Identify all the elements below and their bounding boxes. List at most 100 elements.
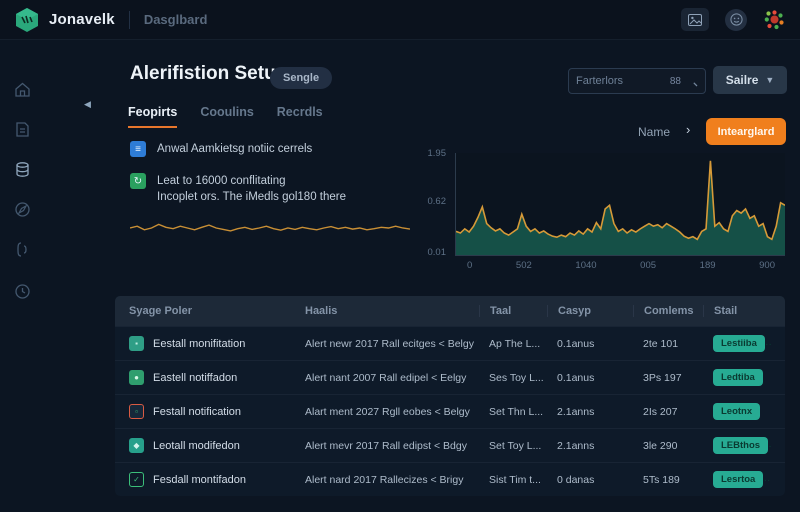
refresh-icon: ↻ xyxy=(130,173,146,189)
status-badge: Ledtiba xyxy=(713,369,763,386)
row-type-icon: ◆ xyxy=(129,438,144,453)
row-description: Alert newr 2017 Rall ecitges < Belgy xyxy=(305,337,474,350)
sidebar-collapse-arrow[interactable]: ◀ xyxy=(84,99,91,109)
document-icon[interactable] xyxy=(13,120,32,139)
compass-icon[interactable] xyxy=(13,200,32,219)
status-badge: Lestiiba xyxy=(713,335,765,352)
row-description: Alert nard 2017 Rallecizes < Brigy xyxy=(305,473,464,486)
row-name: Festall notification xyxy=(153,405,242,418)
row-comlems: 5Ts 189 xyxy=(643,473,680,486)
search-input[interactable] xyxy=(576,75,670,87)
main-chart xyxy=(455,153,785,256)
nav-dashboard[interactable]: Dasglbard xyxy=(143,12,208,27)
row-type-icon: ● xyxy=(129,370,144,385)
status-badge: Lesrtoa xyxy=(713,471,764,488)
image-icon xyxy=(688,13,702,26)
col-header[interactable]: Casyp xyxy=(547,305,643,317)
info-item: ↻ Leat to 16000 conflitating Incoplet or… xyxy=(130,173,346,205)
row-comlems: 3le 290 xyxy=(643,439,678,452)
page-title: Alerifistion Setuy xyxy=(130,63,287,84)
row-description: Alart ment 2027 Rgll eobes < Belgy xyxy=(305,405,470,418)
table-header: Syage Poler Haalis Taal Casyp Comlems St… xyxy=(115,296,785,326)
table-row[interactable]: ▪ Eestall monifitation Alert newr 2017 R… xyxy=(115,326,785,360)
x-axis: 0 502 1040 005 189 900 xyxy=(455,260,785,271)
x-tick: 189 xyxy=(699,260,716,271)
y-tick: 0.01 xyxy=(427,247,447,258)
tab-cooulins[interactable]: Cooulins xyxy=(200,105,254,119)
chevron-down-icon: ▼ xyxy=(765,75,775,85)
x-tick: 502 xyxy=(515,260,532,271)
search-shortcut: 88 xyxy=(669,75,681,87)
col-header[interactable]: Haalis xyxy=(305,305,338,317)
sort-dropdown[interactable]: Sailre ▼ xyxy=(713,66,787,94)
row-taal: Set Toy L... xyxy=(489,439,542,452)
table-row[interactable]: ◆ Leotall modifedon Alert mevr 2017 Rall… xyxy=(115,428,785,462)
info-text: Leat to 16000 conflitating Incoplet ors.… xyxy=(157,175,347,203)
row-description: Alert nant 2007 Rall edipel < Eelgy xyxy=(305,371,467,384)
alerts-table: Syage Poler Haalis Taal Casyp Comlems St… xyxy=(115,296,785,496)
table-row[interactable]: ● Eastell notiffadon Alert nant 2007 Ral… xyxy=(115,360,785,394)
x-tick: 0 xyxy=(467,260,473,271)
database-icon[interactable] xyxy=(13,160,32,179)
title-badge: Sengle xyxy=(270,67,333,89)
row-comlems: 3Ps 197 xyxy=(643,371,682,384)
chevron-right-icon[interactable]: › xyxy=(686,122,691,137)
row-casyp: 0 danas xyxy=(557,473,595,486)
x-tick: 900 xyxy=(759,260,775,271)
search-box[interactable]: 88 xyxy=(568,68,706,94)
tab-recrdls[interactable]: Recrdls xyxy=(276,105,323,119)
bell-icon: ≡ xyxy=(130,141,146,157)
row-name: Leotall modifedon xyxy=(153,439,240,452)
info-text: Anwal Aamkietsg notiic cerrels xyxy=(157,143,313,155)
row-taal: Sist Tim t... xyxy=(489,473,541,486)
y-tick: 1.95 xyxy=(427,148,447,159)
home-icon[interactable] xyxy=(13,80,32,99)
tab-feopirts[interactable]: Feopirts xyxy=(128,105,178,128)
brand-name: Jonavelk xyxy=(49,11,115,28)
sidebar xyxy=(0,40,46,512)
col-header[interactable]: Stail xyxy=(703,305,771,317)
sparkline-chart xyxy=(130,223,410,232)
dropdown-label: Sailre xyxy=(725,73,759,87)
info-item: ≡ Anwal Aamkietsg notiic cerrels xyxy=(130,141,312,157)
table-body: ▪ Eestall monifitation Alert newr 2017 R… xyxy=(115,326,785,496)
row-casyp: 2.1anns xyxy=(557,439,595,452)
row-taal: Ap The L... xyxy=(489,337,541,350)
media-button[interactable] xyxy=(681,8,709,31)
row-taal: Ses Toy L... xyxy=(489,371,544,384)
status-badge: LEBthos xyxy=(713,437,769,454)
row-type-icon: ✓ xyxy=(129,472,144,487)
row-type-icon: ▫ xyxy=(129,404,144,419)
row-type-icon: ▪ xyxy=(129,336,144,351)
row-comlems: 2te 101 xyxy=(643,337,679,350)
row-name: Fesdall montifadon xyxy=(153,473,246,486)
profile-avatar[interactable] xyxy=(763,8,786,31)
user-icon xyxy=(729,13,743,26)
table-row[interactable]: ✓ Fesdall montifadon Alert nard 2017 Ral… xyxy=(115,462,785,496)
brackets-icon[interactable] xyxy=(13,240,32,259)
top-bar: Jonavelk Dasglbard xyxy=(0,0,800,40)
divider xyxy=(128,10,130,29)
x-tick: 005 xyxy=(640,260,657,271)
row-comlems: 2Is 207 xyxy=(643,405,678,418)
row-description: Alert mevr 2017 Rall edipst < Bdgy xyxy=(305,439,467,452)
user-button[interactable] xyxy=(725,8,747,31)
col-header[interactable]: Taal xyxy=(479,305,557,317)
y-tick: 0.62 xyxy=(427,196,447,207)
x-tick: 1040 xyxy=(575,260,597,271)
col-header[interactable]: Syage Poler xyxy=(129,305,192,317)
col-header[interactable]: Comlems xyxy=(633,305,713,317)
row-casyp: 0.1anus xyxy=(557,371,595,384)
row-name: Eestall monifitation xyxy=(153,337,246,350)
row-taal: Set Thn L... xyxy=(489,405,544,418)
row-name: Eastell notiffadon xyxy=(153,371,238,384)
row-casyp: 0.1anus xyxy=(557,337,595,350)
clock-icon[interactable] xyxy=(13,282,32,301)
brand-logo-icon xyxy=(16,7,38,32)
table-row[interactable]: ▫ Festall notification Alart ment 2027 R… xyxy=(115,394,785,428)
tab-bar: Feopirts Cooulins Recrdls xyxy=(128,105,323,128)
row-casyp: 2.1anns xyxy=(557,405,595,418)
primary-action-button[interactable]: Intearglard xyxy=(706,118,786,145)
status-badge: Leotnx xyxy=(713,403,761,420)
